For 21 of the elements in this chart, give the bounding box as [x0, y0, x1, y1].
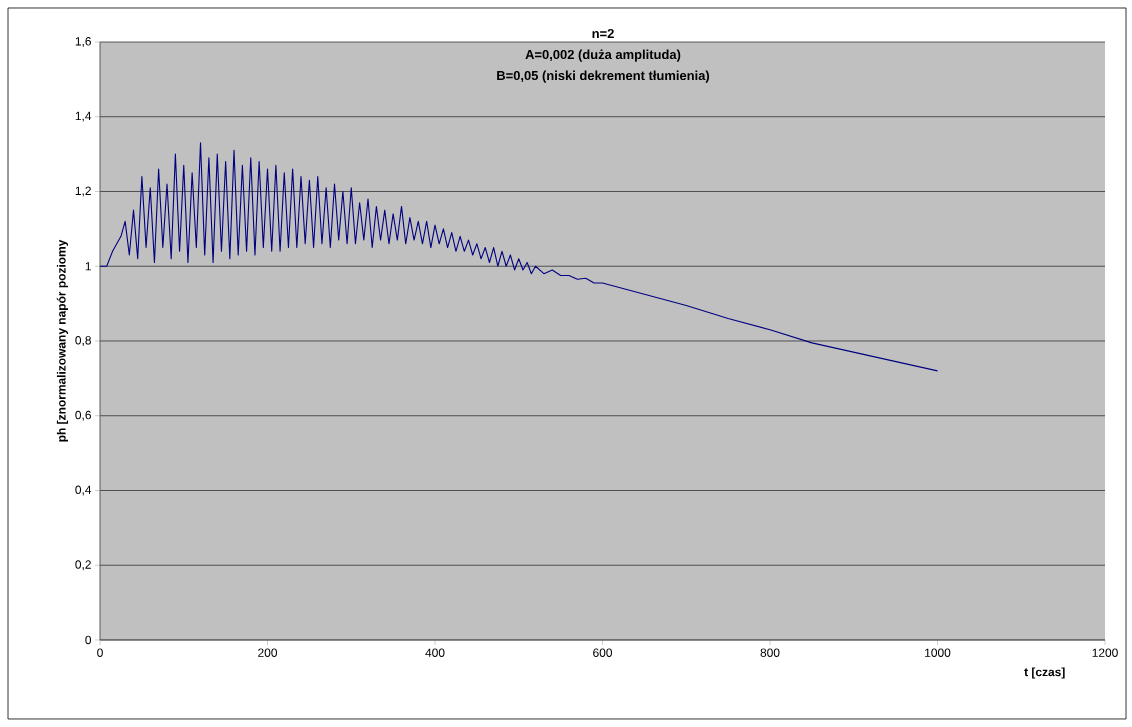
x-tick-label: 1000 [925, 648, 951, 657]
y-tick-label: 0,2 [75, 560, 91, 571]
y-tick-label: 1 [85, 262, 91, 271]
y-tick-label: 0,4 [75, 485, 92, 496]
x-tick-label: 800 [760, 648, 780, 657]
x-tick-label: 400 [425, 648, 445, 657]
x-tick-label: 0 [97, 648, 103, 657]
text: A=0,002 (duża amplituda) [525, 49, 681, 62]
y-tick-label: 0,8 [75, 336, 91, 346]
x-axis-title: t [czas] [1024, 667, 1065, 679]
y-tick-label: 0,6 [75, 410, 91, 421]
chart-title: n=2 [592, 28, 614, 38]
annotation: B=0,05 (niski dekrement tłumienia) [497, 70, 710, 83]
y-tick-label: 1,4 [75, 111, 92, 122]
x-tick-label: 200 [258, 648, 278, 657]
y-tick-label: 1,2 [75, 186, 91, 197]
y-axis-title: ph [znormalizowany napór poziomy [56, 239, 69, 442]
x-tick-label: 1200 [1092, 648, 1118, 657]
y-tick-label: 0 [85, 635, 92, 645]
y-tick-label: 1,6 [75, 37, 91, 47]
x-tick-label: 600 [593, 648, 613, 657]
